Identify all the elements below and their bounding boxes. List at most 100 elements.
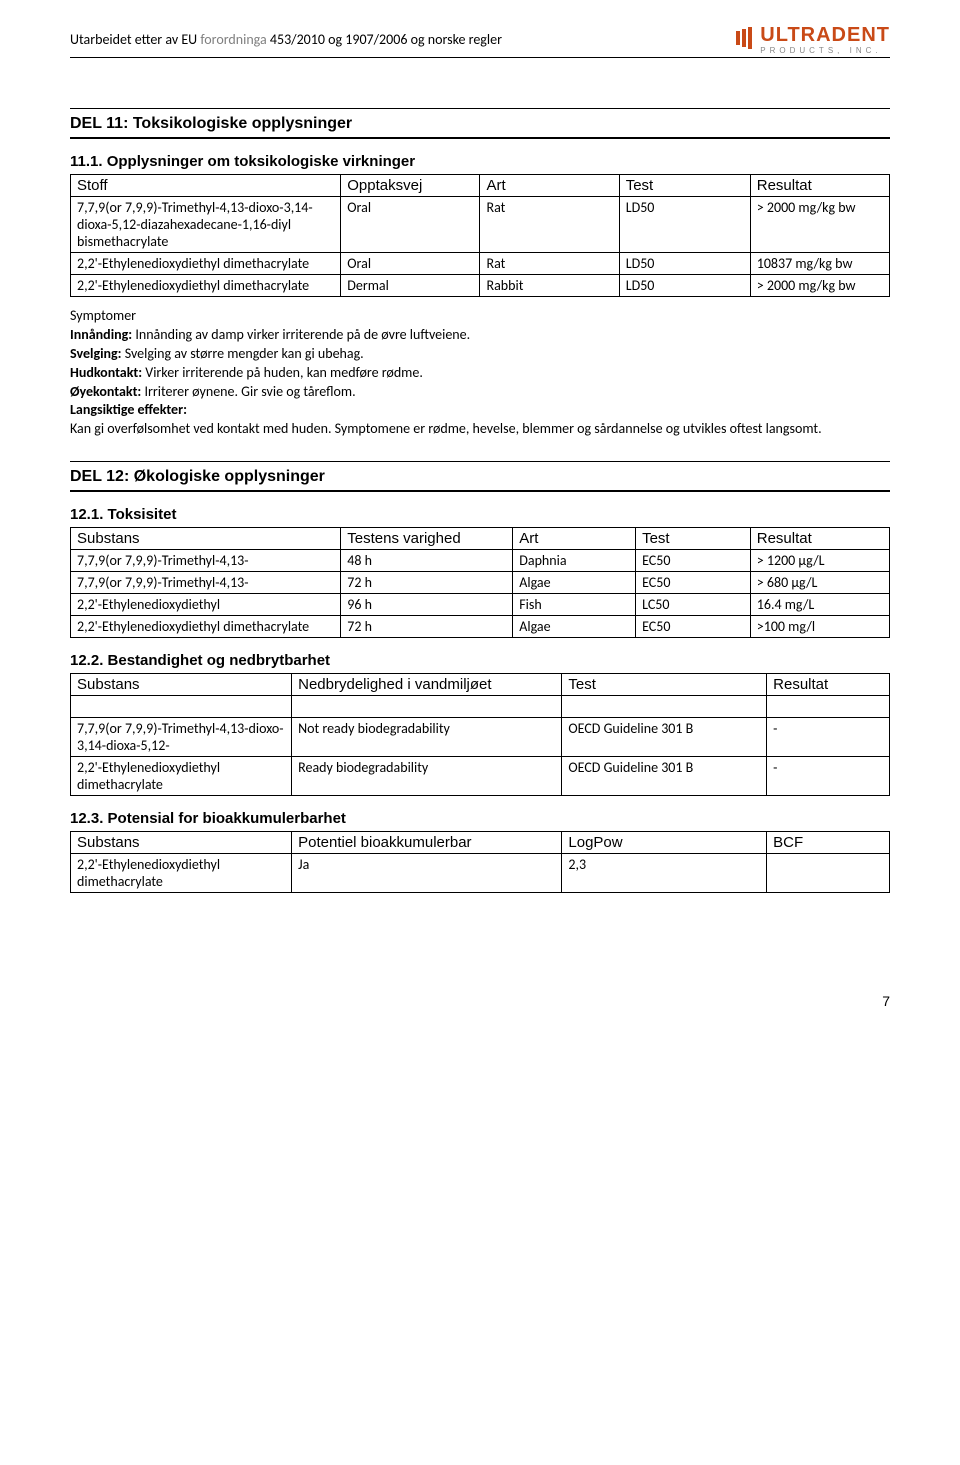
symptom-block: SymptomerInnånding: Innånding av damp vi… [70, 307, 890, 439]
table-cell: > 1200 µg/L [750, 550, 889, 572]
header-prefix: Utarbeidet etter av EU [70, 31, 200, 48]
section-12-3-title: 12.3. Potensial for bioakkumulerbarhet [70, 810, 890, 827]
table-cell [71, 696, 292, 718]
table-cell: 2,2'-Ethylenedioxydiethyl [71, 594, 341, 616]
table-cell: 7,7,9(or 7,9,9)-Trimethyl-4,13-dioxo-3,1… [71, 197, 341, 253]
table-row: 2,2'-Ethylenedioxydiethyl dimethacrylate… [71, 616, 890, 638]
table-header: Testens varighed [341, 528, 513, 550]
symptom-line: Langsiktige effekter: [70, 401, 890, 420]
table-header: LogPow [562, 832, 767, 854]
table-header: Resultat [767, 674, 890, 696]
table-row: 2,2'-Ethylenedioxydiethyl dimethacrylate… [71, 253, 890, 275]
logo-text: ULTRADENT PRODUCTS, INC. [760, 25, 890, 55]
table-cell: Algae [513, 572, 636, 594]
table-cell [767, 696, 890, 718]
ecotox-table: SubstansTestens varighedArtTestResultat7… [70, 527, 890, 638]
longterm-text: Kan gi overfølsomhet ved kontakt med hud… [70, 420, 890, 439]
table-cell: EC50 [636, 572, 751, 594]
logo-bar [736, 31, 740, 45]
symptom-line: Svelging: Svelging av større mengder kan… [70, 345, 890, 364]
table-cell: LD50 [619, 253, 750, 275]
table-cell: 2,2'-Ethylenedioxydiethyl dimethacrylate [71, 854, 292, 893]
table-header: Substans [71, 674, 292, 696]
logo-bar [748, 27, 752, 49]
table-row: 2,2'-Ethylenedioxydiethyl96 hFishLC5016.… [71, 594, 890, 616]
table-header: Test [562, 674, 767, 696]
table-cell: Fish [513, 594, 636, 616]
symptom-line: Symptomer [70, 307, 890, 326]
table-cell [292, 696, 562, 718]
section-11-1-title: 11.1. Opplysninger om toksikologiske vir… [70, 153, 890, 170]
header-grey: forordninga [200, 31, 266, 48]
page-header: Utarbeidet etter av EU forordninga 453/2… [70, 25, 890, 58]
header-text: Utarbeidet etter av EU forordninga 453/2… [70, 25, 502, 48]
table-cell [562, 696, 767, 718]
table-row: 2,2'-Ethylenedioxydiethyl dimethacrylate… [71, 275, 890, 297]
table-header: Test [636, 528, 751, 550]
table-header: Resultat [750, 528, 889, 550]
table-cell: 10837 mg/kg bw [750, 253, 889, 275]
table-cell: - [767, 757, 890, 796]
table-cell: OECD Guideline 301 B [562, 757, 767, 796]
table-cell: 72 h [341, 616, 513, 638]
table-cell: Oral [341, 253, 480, 275]
table-row: 7,7,9(or 7,9,9)-Trimethyl-4,13-48 hDaphn… [71, 550, 890, 572]
table-cell: >100 mg/l [750, 616, 889, 638]
table-cell: Rabbit [480, 275, 619, 297]
table-cell: 7,7,9(or 7,9,9)-Trimethyl-4,13-dioxo-3,1… [71, 718, 292, 757]
table-row: 2,2'-Ethylenedioxydiethyl dimethacrylate… [71, 757, 890, 796]
table-cell: 7,7,9(or 7,9,9)-Trimethyl-4,13- [71, 572, 341, 594]
table-cell: 7,7,9(or 7,9,9)-Trimethyl-4,13- [71, 550, 341, 572]
table-cell: Ja [292, 854, 562, 893]
table-cell: LD50 [619, 275, 750, 297]
table-cell [767, 854, 890, 893]
header-suffix: 453/2010 og 1907/2006 og norske regler [267, 31, 502, 48]
table-cell: EC50 [636, 616, 751, 638]
table-row: 7,7,9(or 7,9,9)-Trimethyl-4,13-dioxo-3,1… [71, 718, 890, 757]
biodeg-table: SubstansNedbrydelighed i vandmiljøetTest… [70, 673, 890, 796]
logo-sub: PRODUCTS, INC. [760, 47, 890, 55]
table-cell: 2,2'-Ethylenedioxydiethyl dimethacrylate [71, 253, 341, 275]
table-cell: Not ready biodegradability [292, 718, 562, 757]
table-header: Art [480, 175, 619, 197]
bioaccum-table: SubstansPotentiel bioakkumulerbarLogPowB… [70, 831, 890, 893]
section-12-1-title: 12.1. Toksisitet [70, 506, 890, 523]
table-cell: 48 h [341, 550, 513, 572]
table-header: Art [513, 528, 636, 550]
logo: ULTRADENT PRODUCTS, INC. [736, 25, 890, 55]
symptom-line: Hudkontakt: Virker irriterende på huden,… [70, 364, 890, 383]
table-header: Resultat [750, 175, 889, 197]
table-header: Substans [71, 832, 292, 854]
table-cell: Dermal [341, 275, 480, 297]
table-cell: Rat [480, 253, 619, 275]
logo-main: ULTRADENT [760, 25, 890, 45]
logo-mark [736, 27, 752, 49]
table-header: Nedbrydelighed i vandmiljøet [292, 674, 562, 696]
table-cell: LC50 [636, 594, 751, 616]
table-cell: 2,2'-Ethylenedioxydiethyl dimethacrylate [71, 616, 341, 638]
table-cell: > 680 µg/L [750, 572, 889, 594]
table-cell: Ready biodegradability [292, 757, 562, 796]
table-cell: > 2000 mg/kg bw [750, 197, 889, 253]
logo-bar [742, 29, 746, 47]
page-number: 7 [70, 993, 890, 1009]
table-header: Potentiel bioakkumulerbar [292, 832, 562, 854]
section-12-2-title: 12.2. Bestandighet og nedbrytbarhet [70, 652, 890, 669]
table-header: Test [619, 175, 750, 197]
table-header: BCF [767, 832, 890, 854]
table-header: Stoff [71, 175, 341, 197]
table-cell: Daphnia [513, 550, 636, 572]
table-cell: > 2000 mg/kg bw [750, 275, 889, 297]
table-cell: 2,2'-Ethylenedioxydiethyl dimethacrylate [71, 757, 292, 796]
table-cell: LD50 [619, 197, 750, 253]
table-row: 7,7,9(or 7,9,9)-Trimethyl-4,13-dioxo-3,1… [71, 197, 890, 253]
table-cell: - [767, 718, 890, 757]
table-cell: Algae [513, 616, 636, 638]
table-cell: 2,3 [562, 854, 767, 893]
tox-table: StoffOpptaksvejArtTestResultat7,7,9(or 7… [70, 174, 890, 297]
table-cell: EC50 [636, 550, 751, 572]
table-row: 7,7,9(or 7,9,9)-Trimethyl-4,13-72 hAlgae… [71, 572, 890, 594]
section-12-title: DEL 12: Økologiske opplysninger [70, 461, 890, 492]
table-cell: Rat [480, 197, 619, 253]
table-cell: OECD Guideline 301 B [562, 718, 767, 757]
